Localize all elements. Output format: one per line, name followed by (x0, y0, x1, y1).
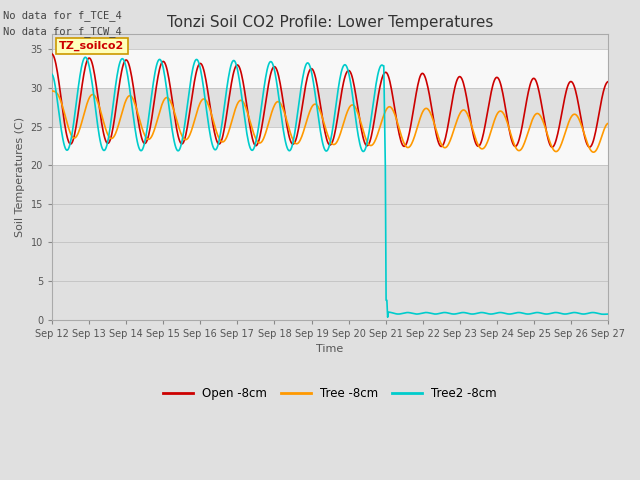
Text: No data for f_TCW_4: No data for f_TCW_4 (3, 26, 122, 37)
Text: No data for f_TCE_4: No data for f_TCE_4 (3, 10, 122, 21)
Y-axis label: Soil Temperatures (C): Soil Temperatures (C) (15, 117, 25, 237)
X-axis label: Time: Time (316, 344, 344, 354)
Text: TZ_soilco2: TZ_soilco2 (59, 41, 124, 51)
Bar (52, 49, 608, 88)
Bar (52, 127, 608, 165)
Legend: Open -8cm, Tree -8cm, Tree2 -8cm: Open -8cm, Tree -8cm, Tree2 -8cm (159, 383, 502, 405)
Title: Tonzi Soil CO2 Profile: Lower Temperatures: Tonzi Soil CO2 Profile: Lower Temperatur… (167, 15, 493, 30)
